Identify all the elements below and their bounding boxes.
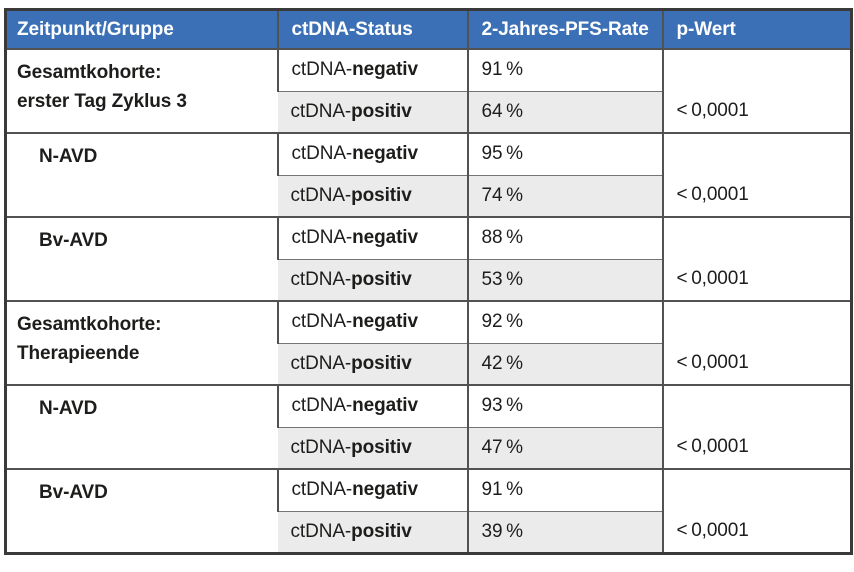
table-header-row: Zeitpunkt/Gruppe ctDNA-Status 2-Jahres-P… [5, 9, 852, 50]
group-label-line1: Bv-AVD [39, 482, 108, 503]
ctdna-status-cell: ctDNA-positiv [277, 174, 468, 217]
table-row: Gesamtkohorte: erster Tag Zyklus 3 ctDNA… [5, 48, 852, 133]
group-label-line2: erster Tag Zyklus 3 [17, 91, 187, 112]
ctdna-status-cell: ctDNA-positiv [277, 426, 468, 469]
group-label-n-avd: N-AVD [5, 384, 278, 469]
ctdna-status-cell: ctDNA-positiv [277, 258, 468, 301]
ctdna-status-cell: ctDNA-negativ [276, 300, 468, 343]
table-row: N-AVD ctDNA-negativ 93 % < 0,0001 [5, 384, 852, 469]
ctdna-pfs-table: Zeitpunkt/Gruppe ctDNA-Status 2-Jahres-P… [4, 8, 853, 555]
ctdna-status-cell: ctDNA-negativ [276, 468, 468, 511]
column-header-ctdna-status: ctDNA-Status [276, 9, 468, 50]
group-label-line1: Bv-AVD [39, 230, 108, 251]
table-row: ctDNA-positiv 47 % [6, 426, 852, 469]
table-row: ctDNA-positiv 74 % [6, 174, 852, 217]
column-header-zeitpunkt-gruppe: Zeitpunkt/Gruppe [5, 9, 278, 50]
group-label-line1: N-AVD [39, 146, 98, 167]
pfs-rate-cell: 91 % [466, 48, 663, 91]
pfs-rate-cell: 93 % [466, 384, 663, 427]
pfs-rate-cell: 47 % [466, 426, 663, 469]
ctdna-status-cell: ctDNA-negativ [276, 132, 468, 175]
page: Zeitpunkt/Gruppe ctDNA-Status 2-Jahres-P… [4, 8, 853, 555]
group-label-line1: Gesamtkohorte: [17, 62, 162, 83]
p-value-cell: < 0,0001 [661, 384, 852, 469]
pfs-rate-cell: 88 % [466, 216, 663, 259]
column-header-pfs-rate: 2-Jahres-PFS-Rate [466, 9, 663, 50]
pfs-rate-cell: 91 % [466, 468, 663, 511]
ctdna-status-cell: ctDNA-positiv [277, 90, 468, 133]
pfs-rate-cell: 53 % [466, 258, 663, 301]
table-row: Gesamtkohorte: Therapieende ctDNA-negati… [5, 300, 852, 385]
group-label-gesamtkohorte-zyklus3: Gesamtkohorte: erster Tag Zyklus 3 [5, 48, 278, 133]
pfs-rate-cell: 74 % [466, 174, 663, 217]
pfs-rate-cell: 39 % [466, 510, 663, 553]
group-label-line2: Therapieende [17, 343, 140, 364]
p-value-cell: < 0,0001 [661, 48, 852, 133]
table-row: N-AVD ctDNA-negativ 95 % < 0,0001 [5, 132, 852, 217]
group-label-bv-avd: Bv-AVD [5, 216, 278, 301]
ctdna-status-cell: ctDNA-negativ [276, 384, 468, 427]
group-label-n-avd: N-AVD [5, 132, 278, 217]
p-value-cell: < 0,0001 [661, 216, 852, 301]
table-row: ctDNA-positiv 42 % [6, 342, 852, 385]
ctdna-status-cell: ctDNA-negativ [276, 48, 468, 91]
group-label-bv-avd: Bv-AVD [5, 468, 278, 553]
group-label-line1: Gesamtkohorte: [17, 314, 162, 335]
group-label-line1: N-AVD [39, 398, 98, 419]
ctdna-status-cell: ctDNA-positiv [277, 342, 468, 385]
pfs-rate-cell: 42 % [466, 342, 663, 385]
group-label-gesamtkohorte-therapieende: Gesamtkohorte: Therapieende [5, 300, 278, 385]
p-value-cell: < 0,0001 [661, 132, 852, 217]
pfs-rate-cell: 95 % [466, 132, 663, 175]
table-row: Bv-AVD ctDNA-negativ 91 % < 0,0001 [5, 468, 852, 553]
pfs-rate-cell: 64 % [466, 90, 663, 133]
ctdna-status-cell: ctDNA-positiv [277, 510, 468, 553]
table-row: Bv-AVD ctDNA-negativ 88 % < 0,0001 [5, 216, 852, 301]
ctdna-status-cell: ctDNA-negativ [276, 216, 468, 259]
p-value-cell: < 0,0001 [661, 468, 852, 553]
pfs-rate-cell: 92 % [466, 300, 663, 343]
table-row: ctDNA-positiv 39 % [6, 510, 852, 553]
column-header-p-wert: p-Wert [661, 9, 852, 50]
p-value-cell: < 0,0001 [661, 300, 852, 385]
table-row: ctDNA-positiv 64 % [6, 90, 852, 133]
table-row: ctDNA-positiv 53 % [6, 258, 852, 301]
